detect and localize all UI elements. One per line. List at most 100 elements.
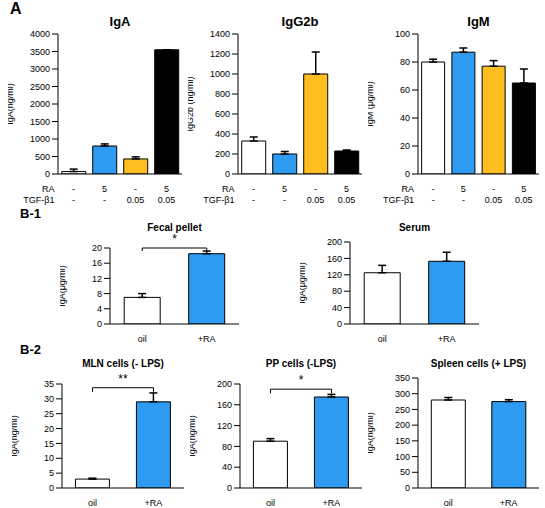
svg-text:-: - <box>492 184 495 194</box>
svg-text:80: 80 <box>332 286 342 296</box>
svg-text:15: 15 <box>44 439 54 449</box>
svg-text:-: - <box>283 195 286 205</box>
svg-text:0: 0 <box>405 169 410 179</box>
svg-text:0: 0 <box>225 169 230 179</box>
svg-text:0: 0 <box>227 483 232 493</box>
svg-text:50: 50 <box>400 467 410 477</box>
svg-text:+RA: +RA <box>145 498 163 506</box>
svg-text:5: 5 <box>282 184 287 194</box>
svg-text:4: 4 <box>97 304 102 314</box>
svg-text:1200: 1200 <box>210 49 230 59</box>
svg-text:IgM (μg/ml): IgM (μg/ml) <box>368 81 375 127</box>
svg-text:20: 20 <box>92 243 102 253</box>
svg-text:IgA(ng/ml): IgA(ng/ml) <box>368 412 375 454</box>
svg-text:+RA: +RA <box>438 334 456 342</box>
svg-text:-: - <box>314 184 317 194</box>
svg-text:250: 250 <box>395 405 410 415</box>
svg-text:IgA(μg/ml): IgA(μg/ml) <box>300 262 307 304</box>
svg-text:0.05: 0.05 <box>485 195 503 205</box>
svg-text:60: 60 <box>400 85 410 95</box>
svg-text:IgG2b (ng/ml): IgG2b (ng/ml) <box>188 76 195 131</box>
svg-text:80: 80 <box>222 442 232 452</box>
svg-text:0.05: 0.05 <box>158 195 176 205</box>
svg-text:120: 120 <box>217 421 232 431</box>
svg-text:20: 20 <box>44 424 54 434</box>
svg-text:35: 35 <box>44 379 54 389</box>
svg-text:-: - <box>432 195 435 205</box>
svg-text:300: 300 <box>395 389 410 399</box>
svg-text:40: 40 <box>400 113 410 123</box>
svg-text:10: 10 <box>44 453 54 463</box>
svg-text:-: - <box>72 195 75 205</box>
svg-text:5: 5 <box>164 184 169 194</box>
svg-text:oil: oil <box>266 498 275 506</box>
svg-text:0: 0 <box>45 169 50 179</box>
svg-text:1400: 1400 <box>210 29 230 39</box>
svg-text:600: 600 <box>215 109 230 119</box>
svg-text:30: 30 <box>44 394 54 404</box>
svg-text:200: 200 <box>217 379 232 389</box>
svg-text:3000: 3000 <box>30 64 50 74</box>
svg-text:*: * <box>299 373 304 387</box>
svg-text:5: 5 <box>344 184 349 194</box>
svg-text:RA: RA <box>402 184 415 194</box>
svg-text:0.05: 0.05 <box>127 195 145 205</box>
svg-text:*: * <box>172 232 177 246</box>
svg-text:16: 16 <box>92 258 102 268</box>
svg-text:160: 160 <box>327 254 342 264</box>
svg-text:500: 500 <box>35 152 50 162</box>
svg-text:150: 150 <box>395 436 410 446</box>
svg-text:120: 120 <box>327 270 342 280</box>
svg-text:TGF-β1: TGF-β1 <box>203 195 234 205</box>
svg-text:IgA(ng/ml): IgA(ng/ml) <box>8 83 15 125</box>
svg-text:**: ** <box>118 372 128 386</box>
svg-text:IgA(ng/ml): IgA(ng/ml) <box>190 415 197 457</box>
svg-text:1000: 1000 <box>210 69 230 79</box>
svg-text:8: 8 <box>97 289 102 299</box>
svg-text:0: 0 <box>337 319 342 329</box>
svg-text:RA: RA <box>222 184 235 194</box>
svg-text:80: 80 <box>400 57 410 67</box>
svg-text:-: - <box>103 195 106 205</box>
svg-text:4000: 4000 <box>30 29 50 39</box>
svg-text:-: - <box>72 184 75 194</box>
svg-text:0.05: 0.05 <box>515 195 533 205</box>
svg-text:800: 800 <box>215 89 230 99</box>
svg-text:5: 5 <box>102 184 107 194</box>
svg-text:IgA(ng/ml): IgA(ng/ml) <box>12 415 19 457</box>
svg-text:160: 160 <box>217 400 232 410</box>
svg-text:400: 400 <box>215 129 230 139</box>
svg-text:0.05: 0.05 <box>338 195 356 205</box>
svg-text:2500: 2500 <box>30 82 50 92</box>
svg-text:12: 12 <box>92 274 102 284</box>
svg-text:-: - <box>134 184 137 194</box>
svg-text:0: 0 <box>49 483 54 493</box>
svg-text:-: - <box>462 195 465 205</box>
svg-text:TGF-β1: TGF-β1 <box>23 195 54 205</box>
svg-text:oil: oil <box>378 334 387 342</box>
svg-text:1500: 1500 <box>30 117 50 127</box>
svg-text:-: - <box>252 195 255 205</box>
svg-text:+RA: +RA <box>323 498 341 506</box>
svg-text:oil: oil <box>138 334 147 342</box>
svg-text:-: - <box>252 184 255 194</box>
svg-text:2000: 2000 <box>30 99 50 109</box>
svg-text:100: 100 <box>395 452 410 462</box>
svg-text:5: 5 <box>521 184 526 194</box>
svg-text:0: 0 <box>405 483 410 493</box>
svg-text:RA: RA <box>42 184 55 194</box>
svg-text:200: 200 <box>215 149 230 159</box>
svg-text:1000: 1000 <box>30 134 50 144</box>
svg-text:IgA(μg/ml): IgA(μg/ml) <box>60 265 67 307</box>
svg-text:oil: oil <box>444 498 453 506</box>
svg-text:100: 100 <box>395 29 410 39</box>
svg-text:3500: 3500 <box>30 47 50 57</box>
svg-text:200: 200 <box>327 237 342 247</box>
svg-text:+RA: +RA <box>500 498 518 506</box>
svg-text:40: 40 <box>222 462 232 472</box>
svg-text:0: 0 <box>97 319 102 329</box>
svg-text:5: 5 <box>461 184 466 194</box>
svg-text:+RA: +RA <box>198 334 216 342</box>
svg-text:5: 5 <box>49 468 54 478</box>
svg-text:20: 20 <box>400 141 410 151</box>
